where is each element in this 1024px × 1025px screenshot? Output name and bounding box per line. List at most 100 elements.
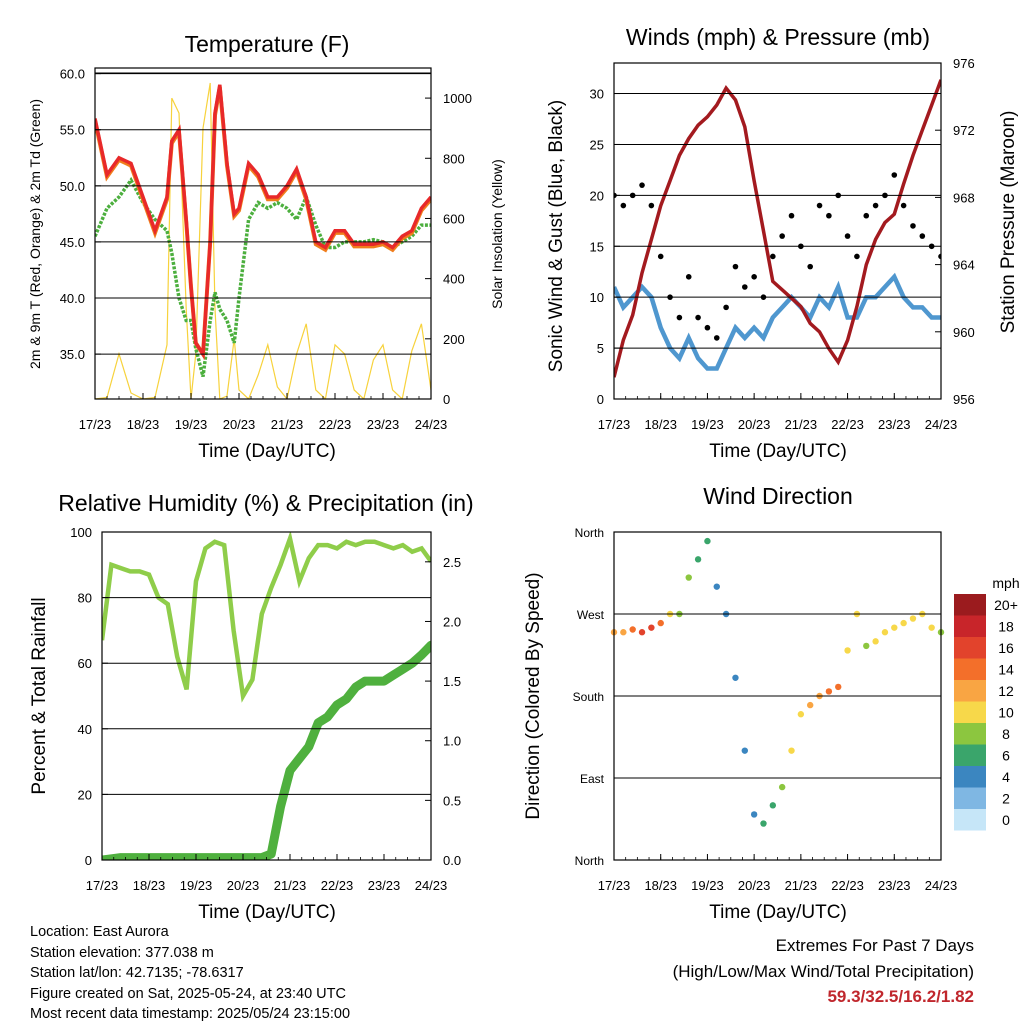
humidity-ylabel-left: Percent & Total Rainfall: [29, 597, 50, 794]
gust-point: [844, 233, 851, 239]
winds-ytick-label: 30: [590, 87, 604, 102]
gust-point: [742, 284, 748, 290]
winds-ytick-label: 5: [597, 341, 604, 356]
legend-swatch: [954, 594, 986, 616]
temperature-axes: 35.0 40.0 45.0 50.0 55.0 60.0 0 200 400 600 800 100…: [60, 67, 472, 432]
gust-point: [788, 212, 795, 219]
direction-point: [844, 647, 851, 654]
extremes-values: 59.3/32.5/16.2/1.82: [827, 987, 974, 1006]
humidity-series: [102, 532, 431, 860]
winds-plot-frame: [613, 62, 942, 400]
humidity-xlabel: Time (Day/UTC): [198, 902, 336, 923]
direction-ylabel-left: Direction (Colored By Speed): [523, 572, 544, 819]
direction-ytick-label: South: [573, 690, 604, 704]
speed-legend: 20+ 18 16 14 12 10 8 6 4 2 0: [954, 594, 1018, 831]
winds-y2tick-label: 960: [953, 325, 975, 340]
humidity-xtick-label: 17/23: [86, 878, 119, 893]
solar-insolation-line: [95, 82, 431, 399]
temperature-title: Temperature (F): [185, 31, 350, 57]
figure-created: Figure created on Sat, 2025-05-24, at 23…: [30, 985, 346, 1002]
legend-label: 0: [1002, 812, 1010, 828]
legend-label: 12: [998, 683, 1014, 699]
station-latlon: Station lat/lon: 42.7135; -78.6317: [30, 965, 244, 981]
humidity-xtick-label: 23/23: [368, 878, 401, 893]
direction-xtick-label: 24/23: [925, 878, 958, 893]
direction-point: [825, 688, 833, 695]
temperature-ytick-label: 45.0: [60, 235, 85, 250]
legend-label: 4: [1002, 769, 1010, 785]
humidity-xtick-label: 24/23: [415, 878, 448, 893]
humidity-xtick-label: 20/23: [227, 878, 260, 893]
humidity-y2tick-label: 0.0: [443, 853, 461, 868]
temperature-xtick-label: 24/23: [415, 417, 448, 432]
gust-point: [639, 182, 645, 188]
legend-swatch: [954, 723, 986, 745]
direction-point: [620, 629, 627, 636]
gust-point: [770, 253, 776, 260]
gust-point: [713, 335, 720, 341]
direction-point: [648, 624, 655, 631]
direction-xtick-label: 22/23: [831, 878, 864, 893]
direction-point: [872, 638, 879, 645]
direction-xtick-label: 19/23: [691, 878, 724, 893]
legend-label: 10: [998, 705, 1014, 721]
direction-point: [732, 674, 739, 681]
direction-point: [657, 619, 664, 627]
temperature-ytick-label: 60.0: [60, 67, 85, 82]
legend-swatch: [954, 744, 986, 766]
direction-point: [863, 642, 870, 650]
gust-point: [685, 274, 692, 280]
gust-point: [919, 233, 926, 239]
humidity-y2tick-label: 1.5: [443, 674, 461, 689]
gust-point: [807, 263, 813, 270]
gust-point: [779, 233, 785, 239]
legend-label: 8: [1002, 726, 1010, 742]
temperature-xtick-label: 23/23: [367, 417, 400, 432]
direction-point: [928, 624, 935, 631]
direction-point: [750, 811, 758, 818]
winds-ylabel-left: Sonic Wind & Gust (Blue, Black): [546, 100, 567, 372]
humidity-title: Relative Humidity (%) & Precipitation (i…: [58, 490, 473, 516]
direction-ytick-label: West: [577, 608, 605, 622]
winds-xtick-label: 24/23: [925, 417, 958, 432]
legend-swatch: [954, 658, 986, 680]
humidity-ytick-label: 20: [78, 787, 92, 802]
humidity-axes: 0 20 40 60 80 100 0.0 0.5 1.0 1.5 2.0 2.5 17/23 18/23…: [70, 525, 461, 893]
humidity-xtick-label: 19/23: [180, 878, 213, 893]
direction-point: [881, 629, 889, 636]
legend-label: 16: [998, 640, 1014, 656]
extremes-subtitle: (High/Low/Max Wind/Total Precipitation): [672, 961, 974, 981]
winds-ytick-label: 0: [597, 392, 604, 407]
gust-point: [648, 202, 655, 209]
gust-point: [704, 324, 711, 331]
humidity-ytick-label: 60: [78, 656, 92, 671]
humidity-y2tick-label: 2.0: [443, 614, 461, 629]
legend-swatch: [954, 787, 986, 809]
winds-y2tick-label: 956: [953, 392, 975, 407]
winds-panel: Winds (mph) & Pressure (mb) 0 5 10 15 20 25 30…: [546, 24, 1019, 462]
temperature-ytick-label: 55.0: [60, 123, 85, 138]
gust-point: [872, 202, 879, 209]
direction-title: Wind Direction: [703, 483, 853, 509]
temperature-ytick-label: 50.0: [60, 179, 85, 194]
legend-swatch: [954, 809, 986, 831]
direction-xtick-label: 23/23: [878, 878, 911, 893]
winds-xtick-label: 18/23: [644, 417, 677, 432]
direction-ytick-label: North: [575, 526, 604, 540]
station-elevation: Station elevation: 377.038 m: [30, 944, 214, 961]
direction-series: [610, 537, 945, 827]
temperature-xlabel: Time (Day/UTC): [198, 441, 336, 462]
direction-ytick-label: East: [580, 772, 605, 786]
direction-point: [741, 747, 748, 754]
precipitation-line: [102, 640, 431, 860]
temperature-xtick-label: 22/23: [319, 417, 352, 432]
gust-point: [863, 212, 870, 219]
humidity-y2tick-label: 0.5: [443, 793, 461, 808]
direction-point: [638, 629, 646, 636]
direction-point: [900, 619, 907, 627]
direction-point: [909, 615, 917, 622]
gust-point: [620, 202, 627, 209]
gust-point: [938, 253, 941, 260]
legend-label: 2: [1002, 791, 1010, 807]
temperature-xtick-label: 17/23: [79, 417, 112, 432]
